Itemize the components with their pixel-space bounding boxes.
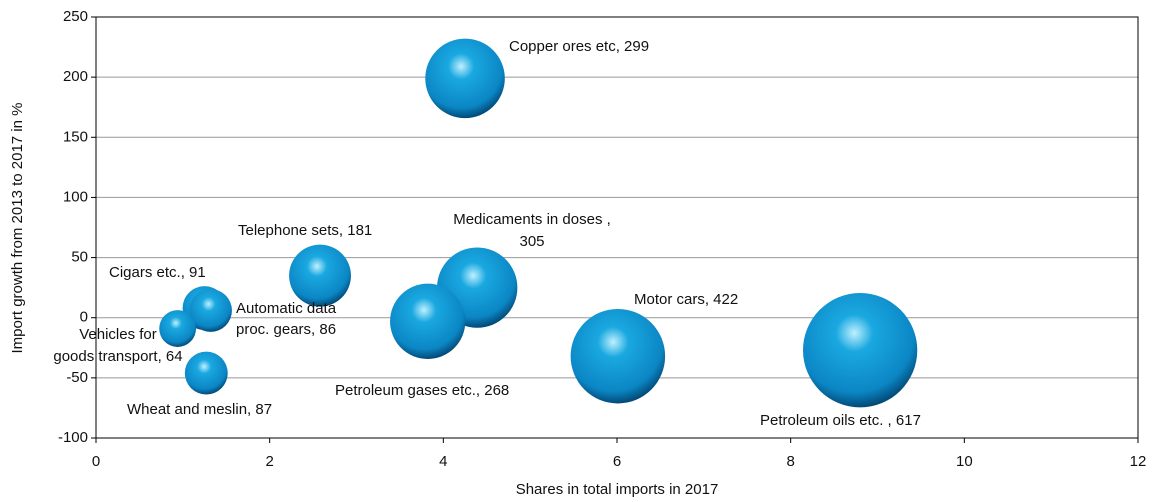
bubble bbox=[425, 38, 505, 119]
bubble bbox=[803, 293, 918, 408]
y-tick-label: 50 bbox=[71, 249, 88, 266]
data-label: proc. gears, 86 bbox=[236, 321, 336, 338]
y-tick-label: -100 bbox=[58, 429, 88, 446]
bubble bbox=[570, 308, 666, 404]
y-tick-label: -50 bbox=[66, 369, 88, 386]
y-axis-label: Import growth from 2013 to 2017 in % bbox=[9, 103, 26, 354]
x-tick-label: 6 bbox=[613, 453, 621, 470]
bubble bbox=[189, 289, 232, 332]
bubble bbox=[390, 283, 466, 359]
y-tick-label: 0 bbox=[80, 309, 88, 326]
bubble bbox=[159, 310, 197, 347]
y-tick-label: 100 bbox=[63, 188, 88, 205]
y-tick-label: 150 bbox=[63, 128, 88, 145]
y-tick-label: 200 bbox=[63, 68, 88, 85]
data-label: goods transport, 64 bbox=[53, 348, 182, 365]
data-label: Petroleum oils etc. , 617 bbox=[760, 412, 921, 429]
x-tick-label: 10 bbox=[956, 453, 973, 470]
data-label: Automatic data bbox=[236, 300, 337, 317]
bubble bbox=[289, 244, 351, 307]
data-label: Petroleum gases etc., 268 bbox=[335, 382, 509, 399]
plot-frame bbox=[95, 16, 1139, 439]
x-axis-label: Shares in total imports in 2017 bbox=[516, 481, 719, 498]
x-tick-label: 12 bbox=[1130, 453, 1147, 470]
data-label: Medicaments in doses , bbox=[453, 211, 611, 228]
data-label: Copper ores etc, 299 bbox=[509, 38, 649, 55]
x-tick-label: 0 bbox=[92, 453, 100, 470]
data-label: Motor cars, 422 bbox=[634, 291, 738, 308]
data-label: Cigars etc., 91 bbox=[109, 264, 206, 281]
data-label: Vehicles for bbox=[79, 326, 157, 343]
bubble bbox=[184, 351, 228, 395]
y-tick-label: 250 bbox=[63, 8, 88, 25]
x-tick-label: 2 bbox=[265, 453, 273, 470]
x-tick-label: 4 bbox=[439, 453, 447, 470]
data-label: Wheat and meslin, 87 bbox=[127, 401, 272, 418]
x-tick-label: 8 bbox=[786, 453, 794, 470]
data-label: 305 bbox=[519, 233, 544, 250]
data-label: Telephone sets, 181 bbox=[238, 222, 372, 239]
